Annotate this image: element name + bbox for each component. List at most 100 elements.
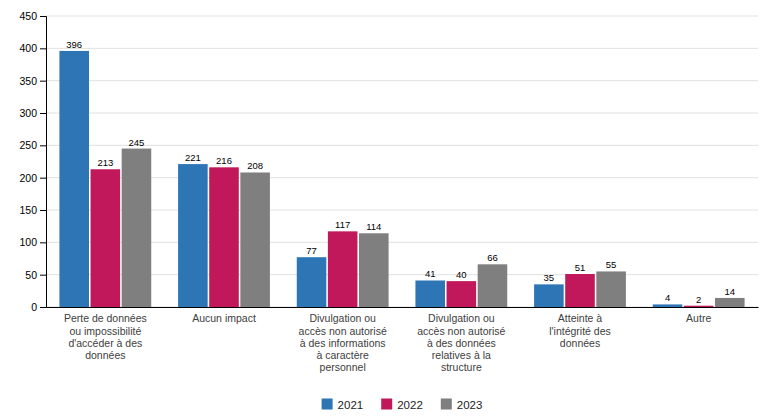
grid-line: [46, 16, 758, 17]
bar: [359, 233, 389, 307]
grid-line: [46, 307, 758, 308]
x-tick: Atteinte àl'intégrité desdonnées: [549, 312, 611, 348]
bar-series: [91, 167, 714, 307]
bar: [91, 169, 121, 307]
data-labels: 3962217741354213216117405122452081146655…: [66, 39, 735, 305]
grid-line: [46, 242, 758, 243]
y-tick: 150: [19, 204, 46, 216]
legend-label: 2023: [457, 399, 483, 411]
data-label: 35: [544, 272, 555, 283]
y-tick-label: 250: [19, 139, 37, 151]
data-label: 117: [335, 219, 350, 230]
bar: [565, 274, 595, 307]
bar: [297, 257, 327, 307]
legend-label: 2021: [338, 399, 364, 411]
bars: [59, 51, 744, 307]
x-axis: Perte de donnéesou impossibilitéd'accéde…: [47, 308, 759, 373]
bar: [122, 149, 152, 307]
x-tick-label: Autre: [686, 312, 711, 324]
y-tick-label: 450: [19, 10, 37, 22]
x-tick-label: Divulgation ouaccès non autoriséà des in…: [299, 312, 387, 372]
legend-label: 2022: [397, 399, 423, 411]
y-tick-label: 350: [19, 75, 37, 87]
x-tick: Perte de donnéesou impossibilitéd'accéde…: [64, 312, 147, 360]
y-tick: 0: [31, 301, 46, 313]
grid-line: [46, 113, 758, 114]
x-tick-label: Perte de donnéesou impossibilitéd'accéde…: [64, 312, 147, 360]
data-label: 66: [487, 252, 498, 263]
legend: 2021 2022 2023: [322, 399, 483, 411]
data-label: 77: [306, 245, 317, 256]
bar: [684, 306, 714, 307]
y-tick-label: 300: [19, 107, 37, 119]
y-tick-label: 100: [19, 236, 37, 248]
data-label: 2: [696, 294, 701, 305]
grid-line: [46, 145, 758, 146]
data-label: 55: [606, 259, 617, 270]
data-label: 216: [216, 155, 232, 166]
data-label: 40: [456, 269, 467, 280]
legend-swatch: [322, 399, 333, 410]
y-tick-mark: [40, 275, 46, 276]
data-label: 114: [366, 221, 381, 232]
legend-item: 2021: [322, 399, 364, 411]
y-tick: 300: [19, 107, 46, 119]
y-tick-label: 0: [31, 301, 37, 313]
bar: [478, 264, 508, 307]
bar-series: [122, 149, 745, 307]
bar: [447, 281, 477, 307]
data-label: 396: [66, 39, 82, 50]
x-tick: Divulgation ouaccès non autoriséà des in…: [299, 312, 387, 372]
legend-item: 2023: [441, 399, 483, 411]
x-tick: Autre: [686, 312, 711, 324]
data-label: 4: [665, 292, 670, 303]
bar: [653, 304, 683, 307]
y-tick: 100: [19, 236, 46, 248]
chart: 3962217741354213216117405122452081146655…: [0, 0, 772, 419]
y-tick-mark: [40, 210, 46, 211]
y-tick: 200: [19, 172, 46, 184]
grid-line: [46, 177, 758, 178]
bar: [59, 51, 89, 307]
y-tick-label: 400: [19, 42, 37, 54]
x-tick: Divulgation ouaccès non autoriséà des do…: [417, 312, 505, 372]
y-tick: 400: [19, 42, 46, 54]
x-tick: Aucun impact: [192, 312, 256, 324]
x-tick-label: Divulgation ouaccès non autoriséà des do…: [417, 312, 505, 372]
grid-line: [46, 274, 758, 275]
grid-line: [46, 80, 758, 81]
legend-swatch: [381, 399, 392, 410]
y-tick-mark: [40, 113, 46, 114]
bar: [178, 164, 208, 307]
y-tick: 450: [19, 10, 46, 22]
x-tick-label: Atteinte àl'intégrité desdonnées: [549, 312, 611, 348]
grid: [46, 16, 758, 307]
y-tick: 50: [25, 269, 46, 281]
bar: [596, 271, 626, 307]
y-tick: 350: [19, 75, 46, 87]
legend-swatch: [441, 399, 452, 410]
bar: [209, 167, 239, 307]
y-tick-mark: [40, 178, 46, 179]
y-tick: 250: [19, 139, 46, 151]
y-tick-mark: [40, 242, 46, 243]
data-label: 41: [425, 268, 436, 279]
bar: [534, 284, 564, 307]
y-tick-label: 200: [19, 172, 37, 184]
x-axis-line: [47, 307, 759, 308]
data-label: 245: [129, 137, 145, 148]
y-axis-line: [40, 17, 47, 308]
grid-line: [46, 210, 758, 211]
data-label: 213: [97, 157, 113, 168]
x-tick-label: Aucun impact: [192, 312, 256, 324]
data-label: 14: [725, 286, 736, 297]
bar: [240, 172, 270, 307]
y-tick-mark: [40, 307, 46, 308]
y-tick-mark: [40, 145, 46, 146]
bar: [415, 280, 445, 307]
bar: [715, 298, 745, 307]
y-tick-mark: [40, 81, 46, 82]
bar: [328, 231, 358, 307]
legend-item: 2022: [381, 399, 423, 411]
y-axis: 0 50 100 150 200 250 300 350 400 450: [19, 10, 46, 313]
